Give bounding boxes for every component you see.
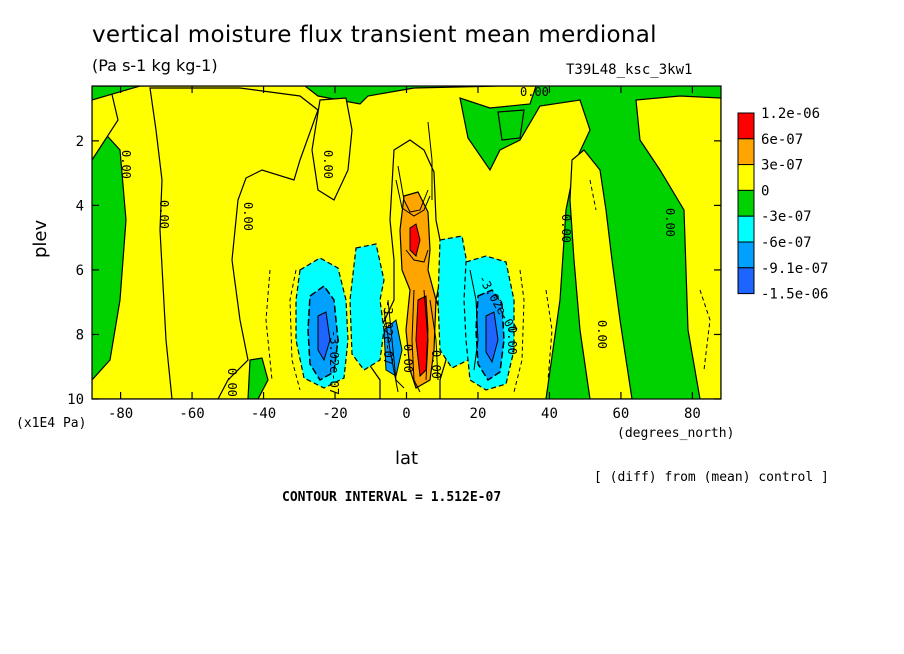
x-tick-label: -20 [322, 406, 347, 422]
x-axis-label: lat [395, 448, 419, 469]
field-region-strong-negative [317, 311, 331, 362]
field-region-positive [149, 87, 319, 399]
legend-label: 3e-07 [761, 158, 803, 174]
legend-label: -1.5e-06 [761, 287, 828, 303]
x-axis: -80 -60 -40 -20 0 20 40 60 80 [108, 86, 701, 422]
contour-label: 0.00 [595, 320, 609, 349]
x-tick-label: -60 [179, 406, 204, 422]
legend: 1.2e-06 6e-07 3e-07 0 -3e-07 -6e-07 -9.1e-07 -1… [737, 106, 828, 303]
chart-units: (Pa s-1 kg kg-1) [92, 56, 218, 75]
contour-lines [265, 121, 711, 393]
y-axis-label: plev [30, 219, 51, 258]
contour-label: 0.00 [241, 202, 255, 231]
y-tick-label: 4 [76, 198, 84, 214]
y-axis: 2 4 6 8 10 [67, 134, 721, 408]
chart-title: vertical moisture flux transient mean me… [92, 22, 657, 48]
legend-swatch [737, 189, 755, 217]
field-region-positive [92, 86, 119, 162]
y-axis-units: (x1E4 Pa) [16, 416, 87, 431]
contour-label: -3.02e-07 [327, 330, 341, 395]
field-region-near-zero [497, 109, 525, 141]
x-axis-units: (degrees_north) [617, 426, 735, 441]
legend-label: 6e-07 [761, 132, 803, 148]
contour-label: 0.00 [559, 214, 573, 243]
field-region-negative [349, 243, 385, 371]
field-region-near-zero [92, 86, 141, 101]
contour-label: 0.00 [401, 344, 415, 373]
run-label: T39L48_ksc_3kw1 [566, 62, 693, 78]
field-region-strong-negative [485, 311, 499, 364]
legend-swatch [737, 138, 755, 166]
legend-swatch [737, 164, 755, 191]
y-tick-label: 10 [67, 392, 84, 408]
x-tick-label: 80 [684, 406, 701, 422]
plot-area [92, 86, 721, 399]
legend-label: -3e-07 [761, 209, 812, 225]
field-region-positive [569, 149, 633, 399]
contour-label: 0.00 [119, 150, 133, 179]
x-tick-label: -80 [108, 406, 133, 422]
contour-label: 0.00 [505, 326, 519, 355]
field-region-near-zero [247, 357, 269, 399]
legend-label: -6e-07 [761, 235, 812, 251]
contour-label: 0.00 [520, 85, 549, 99]
legend-swatch [737, 112, 755, 140]
x-tick-label: -40 [251, 406, 276, 422]
x-tick-label: 40 [541, 406, 558, 422]
legend-label: -9.1e-07 [761, 261, 828, 277]
y-tick-label: 8 [76, 327, 84, 343]
contour-label: 0.00 [321, 150, 335, 179]
contour-label: 0.00 [429, 350, 443, 379]
y-tick-label: 6 [76, 263, 84, 279]
contour-label: -3.02e-07 [381, 300, 395, 365]
legend-swatch [737, 241, 755, 269]
legend-swatch [737, 267, 755, 295]
contour-label: 0.00 [663, 208, 677, 237]
x-tick-label: 0 [402, 406, 410, 422]
field-region-max-positive [409, 223, 421, 257]
comparison-note: [ (diff) from (mean) control ] [594, 470, 829, 485]
legend-label: 1.2e-06 [761, 106, 820, 122]
contour-label: 0.00 [225, 368, 239, 397]
contour-label: 0.00 [157, 200, 171, 229]
legend-swatch [737, 215, 755, 243]
field-region-positive [635, 95, 721, 399]
legend-label: 0 [761, 183, 769, 199]
contour-interval: CONTOUR INTERVAL = 1.512E-07 [282, 490, 502, 505]
x-tick-label: 20 [470, 406, 487, 422]
y-tick-label: 2 [76, 134, 84, 150]
field-region-positive [311, 97, 353, 201]
x-tick-label: 60 [613, 406, 630, 422]
